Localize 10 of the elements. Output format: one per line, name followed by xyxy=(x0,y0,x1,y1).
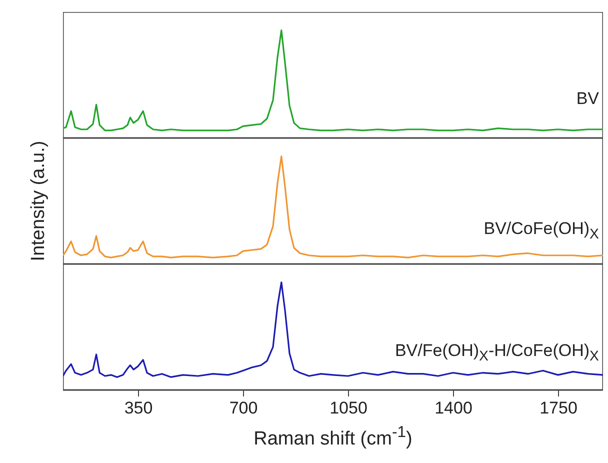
x-tick-label: 700 xyxy=(229,398,258,418)
series-label: BV xyxy=(576,89,599,108)
x-tick-label: 1400 xyxy=(434,398,472,418)
series-label: BV/Fe(OH)$_{X}$-H/CoFe(OH)$_{X}$ xyxy=(394,341,599,364)
y-axis-title: Intensity (a.u.) xyxy=(28,140,50,262)
x-tick-label: 1750 xyxy=(540,398,578,418)
x-tick-label: 1050 xyxy=(330,398,368,418)
x-axis-title: Raman shift (cm$^{-1}$) xyxy=(252,424,414,450)
x-tick-label: 350 xyxy=(124,398,153,418)
series-label: BV/CoFe(OH)$_{X}$ xyxy=(484,219,599,242)
